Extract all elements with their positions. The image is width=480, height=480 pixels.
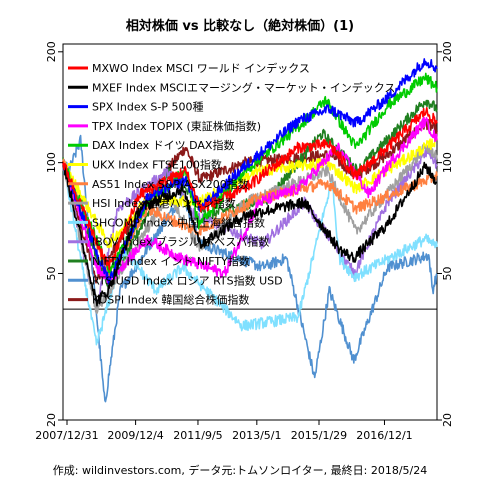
x-tick-label-1: 2007/12/31 — [35, 429, 98, 442]
x-tick-label-5: 2015/1/29 — [291, 429, 347, 442]
series-line-9 — [62, 161, 438, 346]
legend-label-7: AS51 Index S&P/ASX200指数 — [92, 177, 249, 191]
series-line-10 — [62, 145, 438, 311]
x-tick-label-6: 2016/12/1 — [356, 429, 412, 442]
y-tick-label-right-20: 20 — [441, 413, 454, 427]
legend-label-8: HSI Index 香港ハンセン指数 — [92, 196, 236, 210]
legend-label-13: KOSPI Index 韓国総合株価指数 — [92, 293, 249, 307]
legend-label-3: SPX Index S-P 500種 — [92, 100, 204, 114]
chart-caption: 作成: wildinvestors.com, データ元:トムソンロイター, 最終… — [53, 463, 427, 477]
series-line-1 — [62, 107, 438, 271]
y-tick-label-right-200: 200 — [441, 41, 454, 62]
x-tick-label-4: 2013/5/1 — [232, 429, 281, 442]
y-tick-label-left-200: 200 — [45, 41, 58, 62]
legend-label-9: SHCOMP Index 中国上海総合指数 — [92, 215, 265, 229]
x-tick-label-2: 2009/12/4 — [107, 429, 163, 442]
series-line-6 — [62, 135, 438, 249]
legend-label-4: TPX Index TOPIX (東証株価指数) — [91, 119, 261, 133]
y-tick-label-right-50: 50 — [441, 266, 454, 280]
legend-label-12: RTSIUSD Index ロシア RTS指数 USD — [92, 273, 283, 287]
chart-title: 相対株価 vs 比較なし（絶対株価）(1) — [126, 18, 354, 34]
y-tick-label-right-100: 100 — [441, 152, 454, 173]
y-tick-label-left-100: 100 — [45, 152, 58, 173]
series-line-12 — [62, 134, 438, 403]
legend-label-1: MXWO Index MSCI ワールド インデックス — [92, 61, 310, 75]
y-tick-label-left-20: 20 — [45, 413, 58, 427]
plot-frame — [62, 43, 438, 421]
series-line-2 — [62, 161, 438, 307]
legend-label-2: MXEF Index MSCIエマージング・マーケット・インデックス — [92, 80, 395, 94]
legend-label-11: NIFTY Index インド NIFTY指数 — [92, 254, 250, 268]
series-line-4 — [62, 116, 438, 284]
legend-label-10: IBOV Index ブラジル ボベスパ指数 — [92, 235, 269, 249]
x-tick-label-3: 2011/9/5 — [173, 429, 222, 442]
y-tick-label-left-50: 50 — [45, 266, 58, 280]
legend-label-6: UKX Index FTSE100指数 — [92, 158, 222, 172]
legend-label-5: DAX Index ドイツ DAX指数 — [92, 138, 234, 152]
